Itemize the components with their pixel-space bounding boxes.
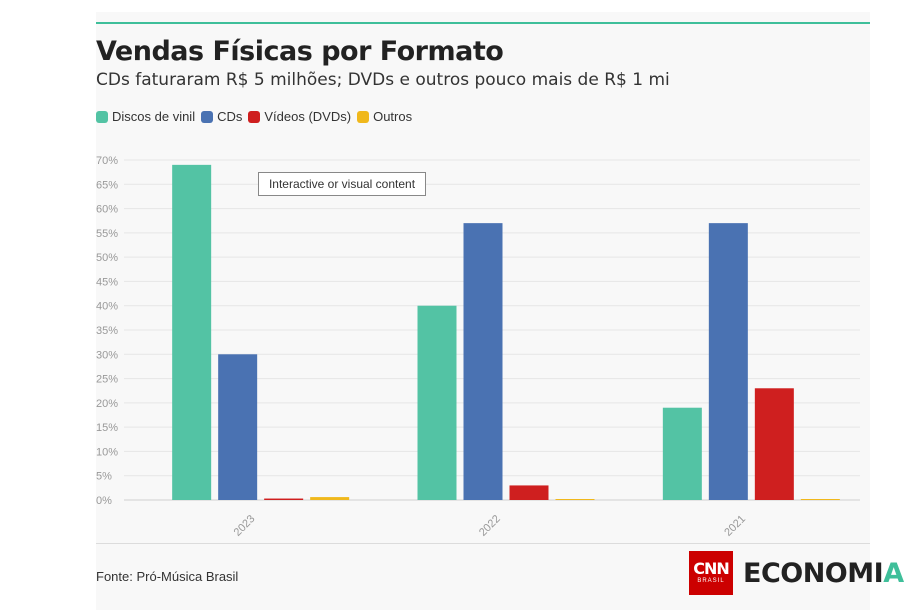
legend-swatch-videos: [248, 110, 261, 123]
legend-item-outros[interactable]: Outros: [357, 109, 412, 124]
legend-swatch-cds: [201, 110, 214, 123]
chart-subtitle: CDs faturaram R$ 5 milhões; DVDs e outro…: [96, 70, 670, 90]
bar[interactable]: [800, 499, 840, 500]
y-tick-label: 10%: [96, 446, 118, 458]
chart-title: Vendas Físicas por Formato: [96, 36, 504, 67]
cnn-economia-logo: CNN BRASIL ECONOMIA: [689, 551, 904, 595]
bar[interactable]: [417, 305, 457, 500]
x-tick-label: 2023: [232, 513, 258, 539]
legend-label-cds: CDs: [217, 109, 243, 124]
y-tick-label: 25%: [96, 374, 118, 386]
y-tick-label: 40%: [96, 301, 118, 313]
economia-wordmark: ECONOMIA: [743, 558, 904, 589]
interactive-content-tooltip: Interactive or visual content: [258, 172, 426, 196]
top-accent-line: [96, 22, 870, 24]
bar[interactable]: [218, 354, 258, 500]
legend-label-vinil: Discos de vinil: [112, 109, 196, 124]
cnn-logo-icon: CNN BRASIL: [689, 551, 733, 595]
economia-wordmark-main: ECONOMI: [743, 557, 884, 589]
chart-legend: Discos de vinil CDs Vídeos (DVDs) Outros: [96, 109, 418, 124]
cnn-logo-text: CNN: [693, 559, 730, 578]
bar[interactable]: [463, 223, 503, 500]
y-tick-label: 15%: [96, 422, 118, 434]
legend-swatch-outros: [357, 110, 370, 123]
legend-item-vinil[interactable]: Discos de vinil: [96, 109, 195, 124]
bar[interactable]: [310, 497, 350, 500]
y-tick-label: 70%: [96, 155, 118, 167]
bar[interactable]: [708, 223, 748, 500]
bar-chart: 0% 5% 10% 15% 20% 25% 30% 35% 40% 45% 50% 55% 60% 65%…: [96, 155, 860, 539]
y-tick-label: 55%: [96, 228, 118, 240]
bar[interactable]: [172, 164, 212, 500]
y-tick-label: 35%: [96, 325, 118, 337]
y-tick-label: 0%: [96, 495, 112, 507]
y-tick-label: 50%: [96, 252, 118, 264]
x-tick-label: 2021: [722, 513, 748, 539]
chart-card: Vendas Físicas por Formato CDs faturaram…: [96, 12, 904, 610]
bar[interactable]: [264, 498, 304, 500]
legend-label-outros: Outros: [373, 109, 413, 124]
y-tick-label: 65%: [96, 179, 118, 191]
bar[interactable]: [754, 388, 794, 500]
y-tick-label: 45%: [96, 276, 118, 288]
bar[interactable]: [509, 485, 549, 500]
y-tick-label: 30%: [96, 349, 118, 361]
cnn-logo-subtext: BRASIL: [697, 578, 725, 584]
bar[interactable]: [662, 407, 702, 500]
y-tick-label: 20%: [96, 398, 118, 410]
economia-wordmark-accent: A: [883, 557, 904, 589]
y-tick-label: 60%: [96, 204, 118, 216]
legend-item-videos[interactable]: Vídeos (DVDs): [248, 109, 351, 124]
footer-divider: [96, 543, 870, 544]
source-note: Fonte: Pró-Música Brasil: [96, 569, 239, 584]
legend-item-cds[interactable]: CDs: [201, 109, 242, 124]
legend-label-videos: Vídeos (DVDs): [264, 109, 352, 124]
y-tick-label: 5%: [96, 471, 112, 483]
legend-swatch-vinil: [96, 110, 108, 123]
x-tick-label: 2022: [477, 513, 503, 539]
bar[interactable]: [555, 499, 595, 500]
